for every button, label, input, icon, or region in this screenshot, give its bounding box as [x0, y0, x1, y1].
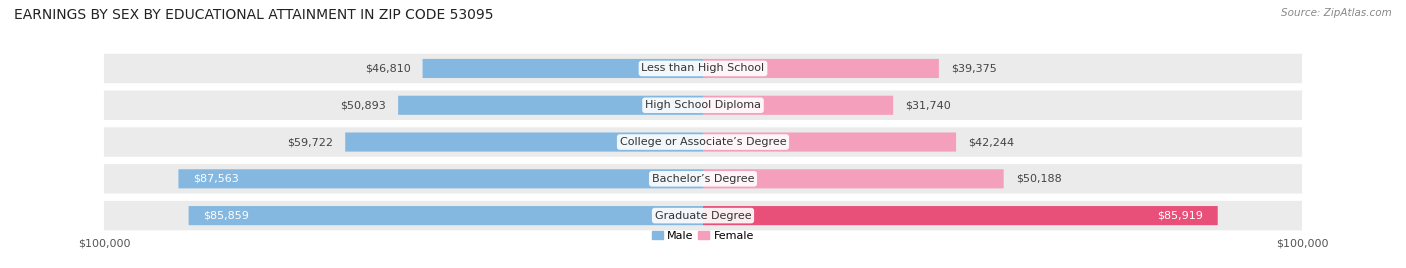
FancyBboxPatch shape	[188, 206, 703, 225]
Text: Less than High School: Less than High School	[641, 64, 765, 73]
FancyBboxPatch shape	[703, 96, 893, 115]
Text: Graduate Degree: Graduate Degree	[655, 211, 751, 221]
Text: EARNINGS BY SEX BY EDUCATIONAL ATTAINMENT IN ZIP CODE 53095: EARNINGS BY SEX BY EDUCATIONAL ATTAINMEN…	[14, 8, 494, 22]
FancyBboxPatch shape	[346, 132, 703, 152]
FancyBboxPatch shape	[703, 206, 1218, 225]
Text: $50,893: $50,893	[340, 100, 387, 110]
FancyBboxPatch shape	[104, 91, 1302, 120]
FancyBboxPatch shape	[179, 169, 703, 188]
FancyBboxPatch shape	[398, 96, 703, 115]
Text: $39,375: $39,375	[950, 64, 997, 73]
Text: $50,188: $50,188	[1015, 174, 1062, 184]
Text: $87,563: $87,563	[194, 174, 239, 184]
Text: College or Associate’s Degree: College or Associate’s Degree	[620, 137, 786, 147]
Text: Source: ZipAtlas.com: Source: ZipAtlas.com	[1281, 8, 1392, 18]
Text: $42,244: $42,244	[969, 137, 1014, 147]
Text: $31,740: $31,740	[905, 100, 950, 110]
Text: $85,919: $85,919	[1157, 211, 1202, 221]
FancyBboxPatch shape	[104, 127, 1302, 157]
FancyBboxPatch shape	[104, 164, 1302, 193]
FancyBboxPatch shape	[703, 169, 1004, 188]
FancyBboxPatch shape	[423, 59, 703, 78]
Text: Bachelor’s Degree: Bachelor’s Degree	[652, 174, 754, 184]
Text: High School Diploma: High School Diploma	[645, 100, 761, 110]
Text: $85,859: $85,859	[204, 211, 249, 221]
FancyBboxPatch shape	[703, 59, 939, 78]
FancyBboxPatch shape	[703, 132, 956, 152]
Legend: Male, Female: Male, Female	[647, 226, 759, 245]
Text: $59,722: $59,722	[287, 137, 333, 147]
Text: $46,810: $46,810	[364, 64, 411, 73]
FancyBboxPatch shape	[104, 54, 1302, 83]
FancyBboxPatch shape	[104, 201, 1302, 230]
